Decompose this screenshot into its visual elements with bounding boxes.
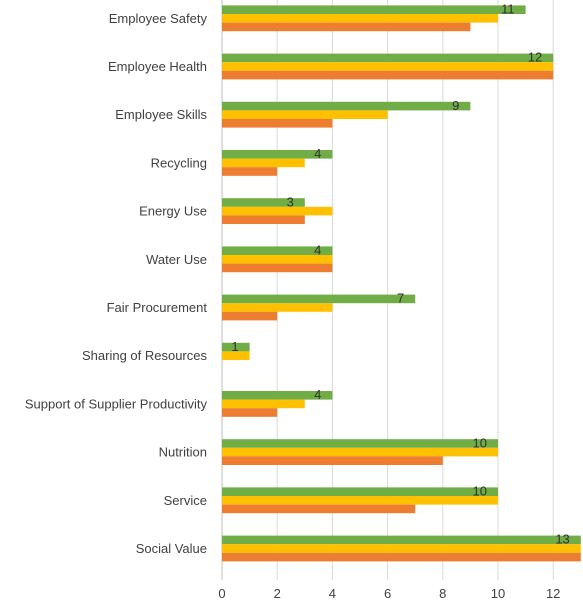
bar-series-2 xyxy=(222,351,250,360)
category-label: Water Use xyxy=(146,252,207,267)
category-label: Recycling xyxy=(151,155,207,170)
bar-series-2 xyxy=(222,399,305,409)
x-tick-label: 10 xyxy=(491,586,505,601)
data-label: 12 xyxy=(528,50,542,65)
category-labels: Employee Safety Employee Health Employee S… xyxy=(25,11,208,556)
bar-series-1 xyxy=(222,53,554,63)
category-label: Energy Use xyxy=(139,204,207,219)
bar-series-2 xyxy=(222,255,333,264)
data-label: 10 xyxy=(473,435,487,450)
category-label: Support of Supplier Productivity xyxy=(25,396,208,411)
data-label: 3 xyxy=(287,194,294,209)
bar-series-3 xyxy=(222,456,443,465)
x-tick-labels: 0 2 4 6 8 10 12 xyxy=(218,586,560,601)
bars xyxy=(222,5,581,562)
category-label: Employee Safety xyxy=(109,11,208,26)
bar-series-3 xyxy=(222,119,333,128)
data-labels: 11 12 9 4 3 4 7 1 4 10 10 13 xyxy=(231,2,569,547)
x-tick-label: 0 xyxy=(218,586,225,601)
category-label: Nutrition xyxy=(159,445,207,460)
bar-series-1 xyxy=(222,342,250,352)
bar-series-1 xyxy=(222,5,526,15)
bar-series-1 xyxy=(222,246,333,255)
bar-series-3 xyxy=(222,167,278,176)
bar-series-2 xyxy=(222,158,305,168)
bar-series-3 xyxy=(222,552,581,562)
x-tick-label: 4 xyxy=(329,586,336,601)
data-label: 4 xyxy=(314,146,321,161)
category-label: Sharing of Resources xyxy=(82,348,208,363)
data-label: 1 xyxy=(231,339,238,354)
data-label: 4 xyxy=(314,387,321,402)
bar-series-1 xyxy=(222,391,333,400)
data-label: 13 xyxy=(555,532,569,547)
bar-series-1 xyxy=(222,198,305,207)
data-label: 10 xyxy=(473,484,487,499)
bar-series-3 xyxy=(222,215,305,224)
bar-series-2 xyxy=(222,544,581,553)
bar-series-3 xyxy=(222,504,416,514)
category-label: Fair Procurement xyxy=(107,300,208,315)
bar-series-1 xyxy=(222,439,498,448)
bar-series-2 xyxy=(222,110,388,119)
gridlines xyxy=(221,0,554,580)
data-label: 4 xyxy=(314,243,321,258)
bar-series-2 xyxy=(222,496,498,505)
bar-series-2 xyxy=(222,14,498,23)
data-label: 9 xyxy=(452,98,459,113)
x-tick-label: 8 xyxy=(439,586,446,601)
bar-series-1 xyxy=(222,294,416,304)
bar-series-1 xyxy=(222,535,581,545)
bar-series-3 xyxy=(222,22,471,32)
bar-series-3 xyxy=(222,408,278,417)
data-label: 11 xyxy=(501,2,515,17)
bar-series-3 xyxy=(222,311,278,321)
bar-series-2 xyxy=(222,447,498,457)
category-label: Service xyxy=(164,493,207,508)
x-tick-label: 6 xyxy=(384,586,391,601)
bar-series-1 xyxy=(222,487,498,496)
bar-series-1 xyxy=(222,101,471,111)
category-label: Employee Skills xyxy=(115,107,207,122)
data-label: 7 xyxy=(397,291,404,306)
category-label: Employee Health xyxy=(108,59,207,74)
category-label: Social Value xyxy=(136,541,207,556)
bar-series-3 xyxy=(222,263,333,273)
bar-series-1 xyxy=(222,150,333,159)
bar-series-2 xyxy=(222,206,333,216)
bar-series-3 xyxy=(222,70,554,80)
bar-series-2 xyxy=(222,303,333,312)
x-tick-label: 12 xyxy=(546,586,560,601)
x-tick-label: 2 xyxy=(274,586,281,601)
bar-series-2 xyxy=(222,62,554,71)
